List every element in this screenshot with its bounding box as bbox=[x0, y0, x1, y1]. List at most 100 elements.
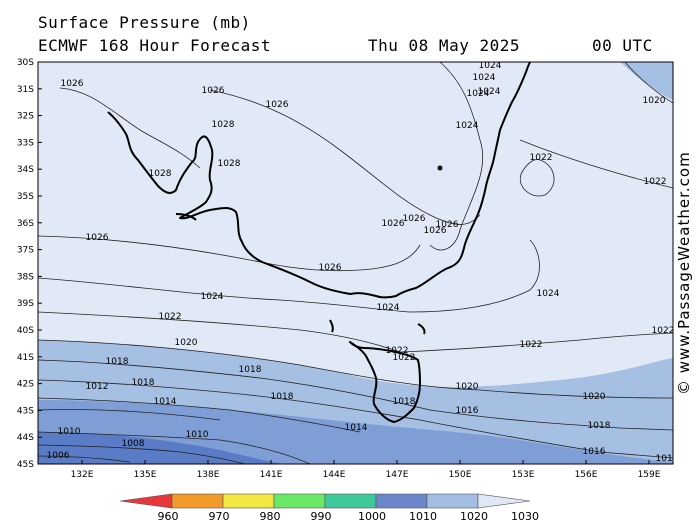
isobar-label: 1024 bbox=[473, 73, 496, 83]
isobar-label: 1026 bbox=[436, 220, 459, 230]
lat-label: 40S bbox=[17, 326, 34, 336]
isobar-label: 1010 bbox=[186, 430, 209, 440]
colorbar-segment bbox=[171, 493, 224, 509]
isobar-1006 bbox=[38, 455, 131, 463]
isobar-label: 1024 bbox=[456, 121, 479, 131]
lat-label: 32S bbox=[17, 112, 34, 122]
isobar-1022-east bbox=[519, 139, 673, 189]
isobar-1024-south bbox=[38, 239, 540, 313]
isobar-label: 1024 bbox=[478, 87, 501, 97]
isobar-labels: 1026102610261028102810281024102410241024… bbox=[47, 61, 679, 464]
isobar-label: 1024 bbox=[479, 61, 502, 71]
lon-label: 141E bbox=[260, 470, 283, 480]
isobar-label: 1006 bbox=[47, 451, 70, 461]
forecast-date: Thu 08 May 2025 bbox=[368, 36, 520, 55]
chart-title: Surface Pressure (mb) bbox=[38, 13, 251, 32]
colorbar-label: 1030 bbox=[511, 510, 539, 523]
colorbar-label: 1000 bbox=[358, 510, 386, 523]
longitude-axis: 132E 135E 138E 141E 144E 147E 150E 153E 156E 159E bbox=[71, 460, 661, 480]
isobar-label: 1022 bbox=[530, 153, 553, 163]
lat-label: 36S bbox=[17, 219, 34, 229]
pressure-colorbar: 960 970 980 990 1000 1010 1020 1030 bbox=[119, 493, 539, 523]
colorbar-arrow-high bbox=[477, 493, 531, 509]
isobar-label: 1018 bbox=[393, 397, 416, 407]
isobar-label: 1028 bbox=[212, 120, 235, 130]
isobar-label: 1018 bbox=[239, 365, 262, 375]
isobar-label: 1018 bbox=[271, 392, 294, 402]
lat-label: 41S bbox=[17, 353, 34, 363]
lat-label: 39S bbox=[17, 299, 34, 309]
isobar-label: 1022 bbox=[652, 326, 675, 336]
isobar-label: 1010 bbox=[58, 427, 81, 437]
isobar-1020-ne bbox=[624, 62, 673, 104]
colorbar-segment bbox=[426, 493, 479, 509]
isobar-label: 1022 bbox=[520, 340, 543, 350]
lon-label: 147E bbox=[386, 470, 409, 480]
colorbar-label: 990 bbox=[311, 510, 332, 523]
isobar-label: 1024 bbox=[537, 289, 560, 299]
lat-label: 37S bbox=[17, 246, 34, 256]
isobar-label: 1022 bbox=[393, 353, 416, 363]
isobar-label: 1020 bbox=[456, 382, 479, 392]
isobar-label: 1016 bbox=[583, 447, 606, 457]
lat-label: 44S bbox=[17, 433, 34, 443]
isobar-label: 1026 bbox=[424, 226, 447, 236]
isobar-label: 1020 bbox=[583, 392, 606, 402]
map-frame bbox=[37, 61, 674, 465]
isobar-label: 1022 bbox=[644, 177, 667, 187]
isobar-label: 1026 bbox=[266, 100, 289, 110]
band-below-1010 bbox=[38, 432, 285, 464]
isobar-1026-north bbox=[209, 89, 481, 225]
map-canvas: 1026102610261028102810281024102410241024… bbox=[38, 61, 679, 464]
isobar-label: 1020 bbox=[175, 338, 198, 348]
isobar-label: 1014 bbox=[154, 397, 177, 407]
colorbar-segment bbox=[375, 493, 428, 509]
lord-howe-island bbox=[437, 165, 443, 171]
isobar-1020 bbox=[38, 339, 673, 399]
colorbar-label: 980 bbox=[260, 510, 281, 523]
lon-label: 159E bbox=[638, 470, 661, 480]
model-label: ECMWF 168 Hour Forecast bbox=[38, 36, 272, 55]
isobar-1014 bbox=[38, 397, 361, 433]
isobar-label: 1018 bbox=[588, 421, 611, 431]
isobar-label: 1026 bbox=[202, 86, 225, 96]
colorbar-segment bbox=[324, 493, 377, 509]
mainland-coast bbox=[107, 62, 531, 299]
flinders-island bbox=[417, 323, 426, 335]
isobar-label: 1026 bbox=[382, 219, 405, 229]
isobar-label: 1024 bbox=[467, 89, 490, 99]
colorbar-segment bbox=[273, 493, 326, 509]
isobar-1024-north bbox=[429, 62, 484, 251]
lat-label: 43S bbox=[17, 406, 34, 416]
lat-label: 38S bbox=[17, 272, 34, 282]
isobar-1008 bbox=[38, 444, 246, 464]
isobar-label: 1026 bbox=[86, 233, 109, 243]
tasmania-coast bbox=[349, 341, 421, 423]
isobar-label: 1020 bbox=[643, 96, 666, 106]
isobar-1018 bbox=[38, 359, 673, 431]
isobar-1012 bbox=[38, 409, 221, 421]
lon-label: 132E bbox=[71, 470, 94, 480]
lon-label: 135E bbox=[134, 470, 157, 480]
isobar-label: 1018 bbox=[656, 454, 679, 464]
lon-label: 153E bbox=[512, 470, 535, 480]
isobar-label: 1026 bbox=[403, 214, 426, 224]
coastline bbox=[107, 62, 531, 423]
king-island bbox=[329, 319, 334, 333]
lat-label: 33S bbox=[17, 138, 34, 148]
isobar-label: 1028 bbox=[149, 169, 172, 179]
colorbar-label: 1010 bbox=[409, 510, 437, 523]
lat-label: 45S bbox=[17, 460, 34, 470]
isobar-1026-west bbox=[59, 87, 201, 169]
forecast-time: 00 UTC bbox=[592, 36, 653, 55]
isobar-label: 1012 bbox=[86, 382, 109, 392]
lon-label: 138E bbox=[197, 470, 220, 480]
lon-label: 156E bbox=[575, 470, 598, 480]
colorbar-segment bbox=[222, 493, 275, 509]
isobars bbox=[38, 62, 673, 464]
lat-label: 35S bbox=[17, 192, 34, 202]
isobar-label: 1022 bbox=[386, 346, 409, 356]
lat-label: 31S bbox=[17, 85, 34, 95]
lon-label: 150E bbox=[449, 470, 472, 480]
